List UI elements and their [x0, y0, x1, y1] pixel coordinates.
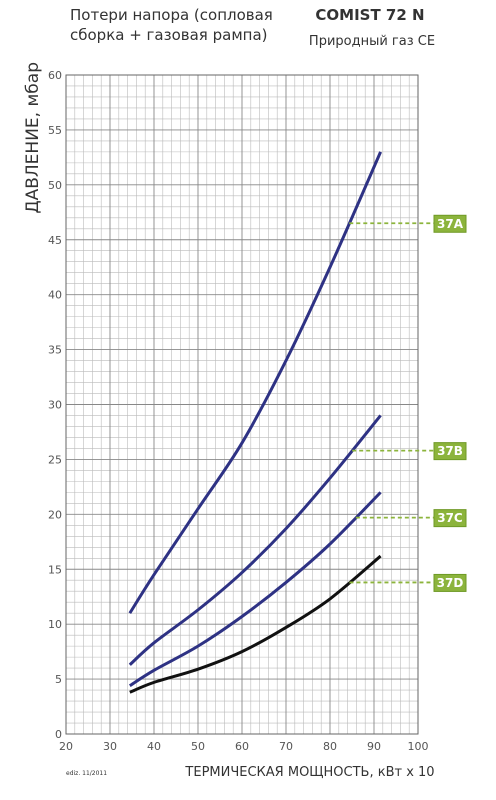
y-tick-label: 30 [48, 399, 62, 412]
plot-frame [65, 74, 419, 735]
subtitle: сборка + газовая рампа) [70, 26, 267, 44]
y-tick-label: 50 [48, 179, 62, 192]
y-tick-label: 5 [55, 673, 62, 686]
marker-label: 37B [437, 444, 463, 458]
edition: ediz. 11/2011 [66, 770, 107, 777]
subtitle: Потери напора (сопловая [70, 6, 273, 24]
x-tick-label: 40 [147, 740, 161, 753]
curve [128, 491, 382, 687]
x-tick-label: 80 [323, 740, 337, 753]
x-axis-label: ТЕРМИЧЕСКАЯ МОЩНОСТЬ, кВт x 10 [184, 765, 434, 780]
x-tick-label: 20 [59, 740, 73, 753]
curve [128, 414, 382, 666]
marker-label: 37D [437, 576, 464, 590]
marker-box [433, 442, 467, 461]
marker-label: 37C [437, 511, 463, 525]
y-tick-label: 25 [48, 453, 62, 466]
marker-box [433, 509, 467, 528]
fuel: Природный газ СЕ [309, 34, 435, 49]
y-tick-label: 45 [48, 234, 62, 247]
marker-box [433, 214, 467, 233]
y-tick-label: 60 [48, 69, 62, 82]
x-tick-label: 100 [408, 740, 429, 753]
x-tick-label: 90 [367, 740, 381, 753]
y-tick-label: 35 [48, 344, 62, 357]
x-tick-label: 70 [279, 740, 293, 753]
y-tick-label: 55 [48, 124, 62, 137]
y-tick-label: 10 [48, 618, 62, 631]
y-tick-label: 40 [48, 289, 62, 302]
marker-label: 37A [437, 217, 464, 231]
y-tick-label: 15 [48, 563, 62, 576]
x-tick-label: 30 [103, 740, 117, 753]
y-axis-label: ДАВЛЕНИЕ, мбар [23, 62, 43, 214]
chart-title: COMIST 72 N [315, 6, 424, 24]
curve [128, 151, 382, 614]
x-tick-label: 50 [191, 740, 205, 753]
curve [129, 554, 382, 694]
marker-box [433, 573, 467, 592]
y-tick-label: 0 [55, 728, 62, 741]
y-tick-label: 20 [48, 508, 62, 521]
x-tick-label: 60 [235, 740, 249, 753]
